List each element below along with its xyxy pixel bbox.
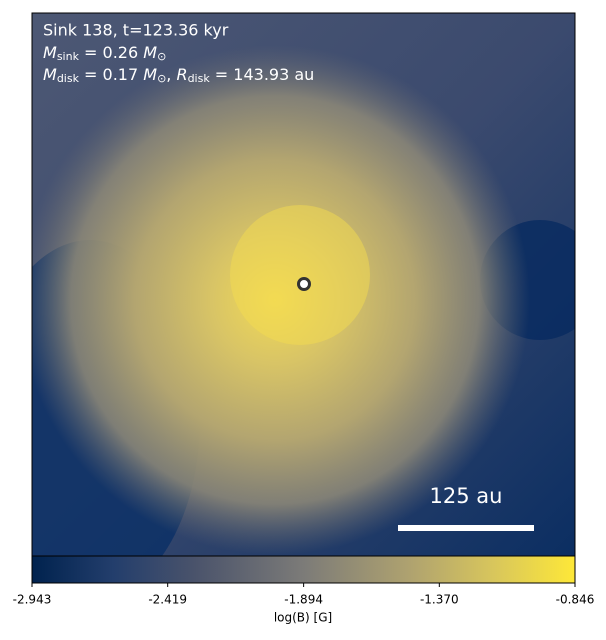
colorbar-tick-label: -1.894 — [284, 593, 323, 607]
annotation: Msink = 0.26 M⊙ — [43, 43, 166, 64]
colorbar-tick-label: -1.370 — [420, 593, 459, 607]
annotation: Mdisk = 0.17 M⊙, Rdisk = 143.93 au — [43, 65, 314, 86]
sink-marker — [297, 277, 311, 291]
colorbar-tick-label: -2.943 — [13, 593, 52, 607]
colorbar-label: log(B) [G] — [274, 611, 332, 625]
scale-label: 125 au — [430, 484, 503, 508]
title: Sink 138, t=123.36 kyr — [43, 21, 229, 40]
colorbar — [31, 555, 576, 584]
colorbar-tick-label: -0.846 — [556, 593, 595, 607]
colorbar-tick-label: -2.419 — [148, 593, 187, 607]
field-image — [32, 13, 575, 556]
